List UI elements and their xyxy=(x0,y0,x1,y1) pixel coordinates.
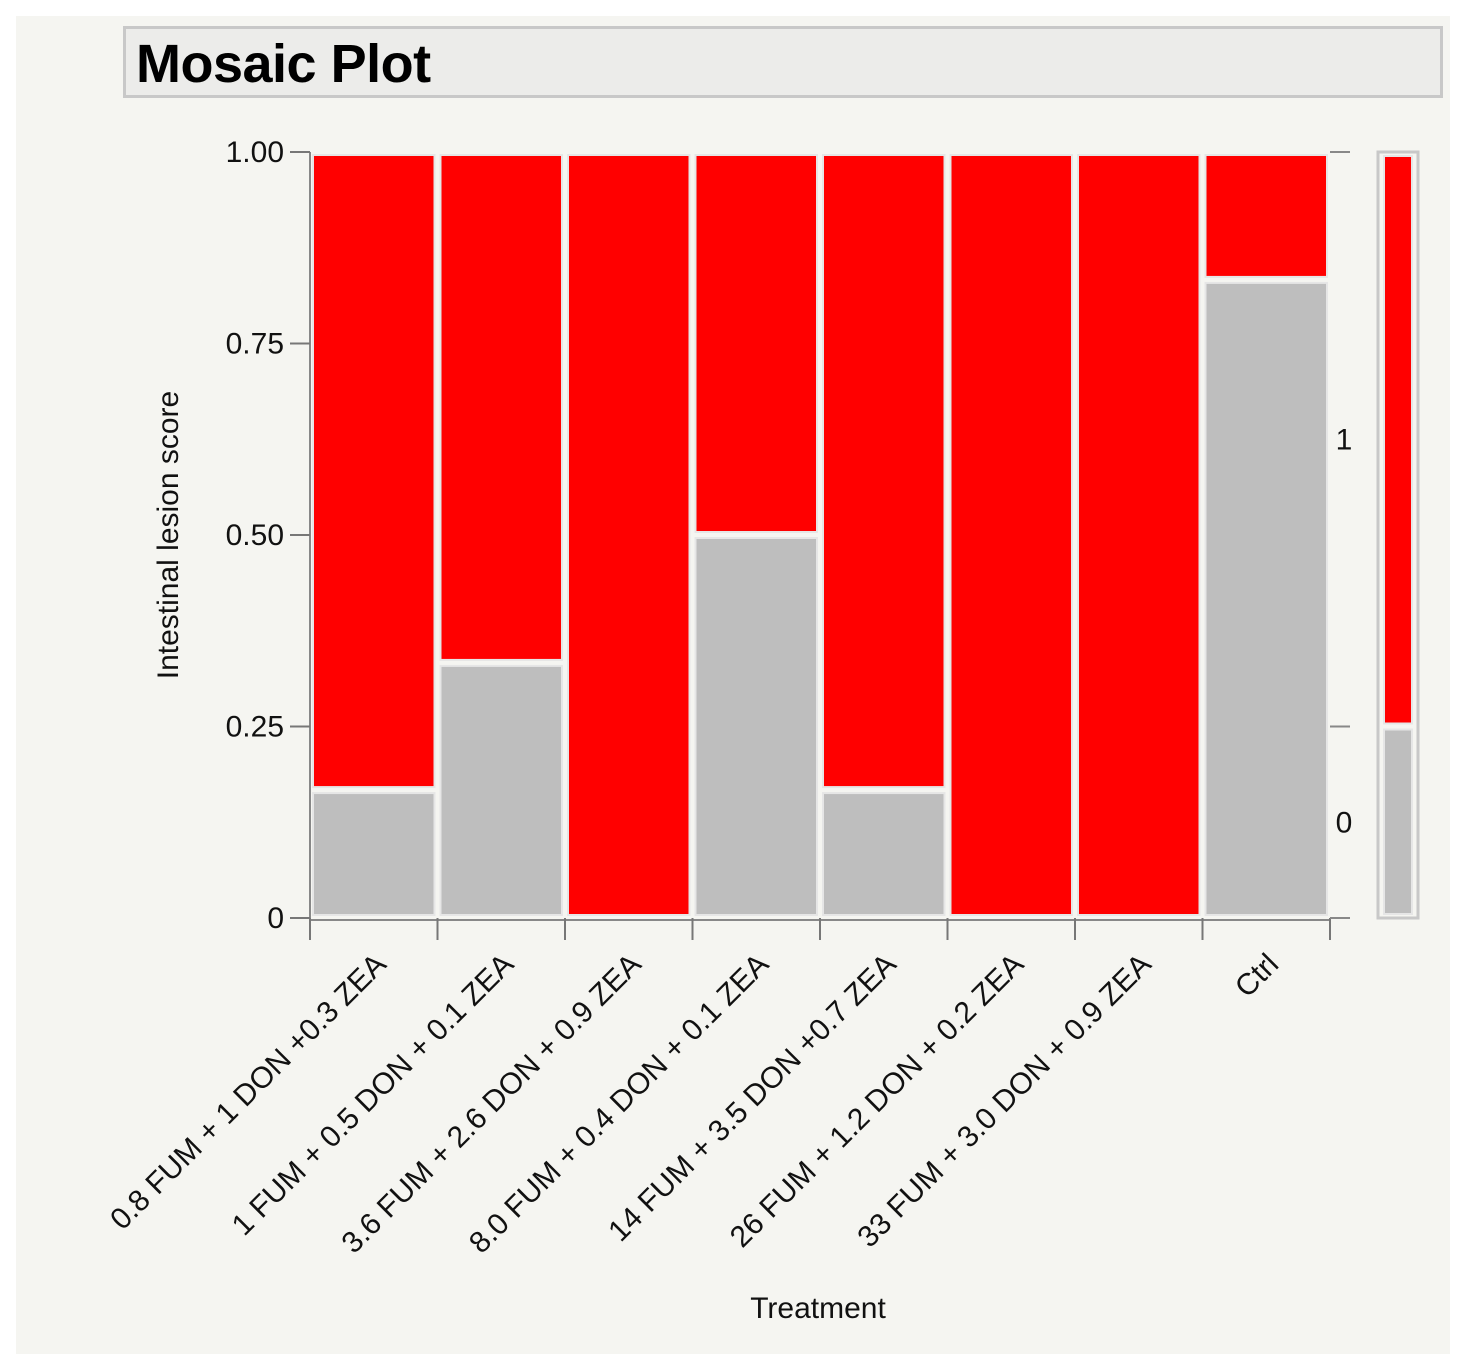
mosaic-tile-level-0 xyxy=(1204,281,1328,916)
y-tick-label: 0.50 xyxy=(226,519,284,552)
mosaic-tile-level-1 xyxy=(822,154,946,789)
mosaic-tile-level-0 xyxy=(439,664,563,916)
x-axis-title: Treatment xyxy=(750,1292,886,1325)
level-label-0: 0 xyxy=(1336,806,1353,839)
mosaic-tile-level-1 xyxy=(1204,154,1328,278)
mosaic-tile-level-0 xyxy=(312,792,436,916)
mosaic-tile-level-1 xyxy=(1077,154,1201,916)
mosaic-tile-level-1 xyxy=(567,154,691,916)
x-tick-label: Ctrl xyxy=(1229,948,1285,1004)
page-title: Mosaic Plot xyxy=(136,34,431,94)
mosaic-tile-level-1 xyxy=(439,154,563,661)
overall-tile-level-1 xyxy=(1383,155,1413,725)
mosaic-tile-level-0 xyxy=(822,792,946,916)
x-tick-label: 0.8 FUM + 1 DON +0.3 ZEA xyxy=(104,948,393,1237)
mosaic-tile-level-1 xyxy=(694,154,818,533)
title-bar[interactable]: Mosaic Plot xyxy=(123,26,1443,98)
y-tick-label: 0 xyxy=(267,902,284,935)
mosaic-tile-level-1 xyxy=(312,154,436,789)
y-tick-label: 0.75 xyxy=(226,328,284,361)
y-tick-label: 0.25 xyxy=(226,711,284,744)
level-label-1: 1 xyxy=(1336,423,1353,456)
overall-tile-level-0 xyxy=(1383,728,1413,915)
y-axis-title: Intestinal lesion score xyxy=(152,391,185,680)
mosaic-tile-level-0 xyxy=(694,537,818,916)
y-tick-label: 1.00 xyxy=(226,136,284,169)
mosaic-tile-level-1 xyxy=(949,154,1073,916)
